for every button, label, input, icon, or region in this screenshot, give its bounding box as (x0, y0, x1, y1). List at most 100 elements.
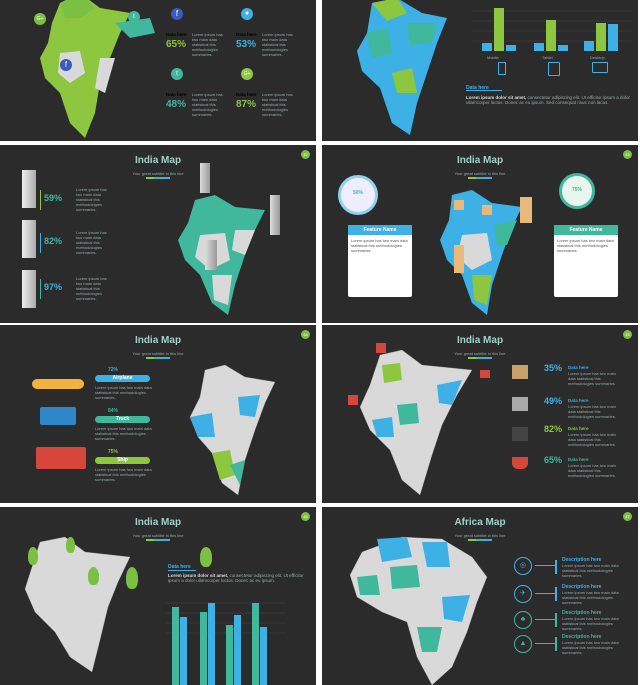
page-number: 45 (623, 330, 632, 339)
item-desc: Lorem ipsum has two main data statistica… (568, 432, 616, 447)
slide-subtitle: Your great subtitle in this line (454, 533, 506, 538)
factory-icon (480, 370, 490, 378)
tree-icon (126, 567, 138, 589)
slide-6[interactable]: India Map Your great subtitle in this li… (322, 325, 638, 503)
google-plus-icon: G+ (241, 68, 253, 80)
bar-chart (165, 602, 285, 685)
device-label: Mobile (487, 55, 499, 60)
stat-label: Data here (166, 32, 187, 37)
facebook-icon: f (60, 59, 72, 71)
factory-icon (376, 343, 386, 353)
box-icon (454, 245, 464, 273)
feature-name: Feature Name (348, 225, 412, 235)
india-map (189, 364, 276, 496)
description-text: Lorem ipsum has two main data statistica… (562, 590, 619, 605)
box-icon (482, 205, 492, 215)
slide-subtitle: Your great subtitle in this line (454, 171, 506, 176)
description-title: Description here (562, 610, 602, 616)
factory-icon (512, 397, 528, 411)
device-label: Tablet (542, 55, 553, 60)
slide-1[interactable]: f G+ t f Data here 65% Lorem ipsum has t… (0, 0, 316, 141)
tablet-icon (548, 62, 560, 76)
data-label: Data here (168, 564, 191, 570)
slide-subtitle: Your great subtitle in this line (454, 351, 506, 356)
people-icon: ♣ (514, 611, 532, 629)
slide-title: Africa Map (454, 517, 506, 528)
slide-title: India Map (456, 335, 504, 346)
india-map (40, 0, 155, 138)
building-icon (270, 195, 280, 235)
progress-value: 50% (352, 190, 363, 196)
slide-subtitle: Your great subtitle in this line (132, 171, 184, 176)
ship-icon (36, 447, 86, 469)
twitter-icon: t (171, 68, 183, 80)
stat-value: 53% (236, 39, 257, 50)
feature-card-right: Feature Name Lorem ipsum has two main da… (554, 225, 618, 297)
airplane-icon (32, 379, 84, 389)
item-label: Data here (568, 457, 589, 462)
description-text: Lorem ipsum has two main data statistica… (562, 616, 619, 631)
stat-label: Data here (236, 32, 257, 37)
item-label: Data here (568, 365, 589, 370)
page-number: 43 (623, 150, 632, 159)
progress-ring-right: 75% (559, 173, 595, 209)
building-icon (22, 170, 36, 208)
item-pct: 49% (544, 396, 563, 406)
location-pin-icon: ● (241, 8, 253, 20)
india-map (178, 195, 265, 315)
page-number: 46 (301, 512, 310, 521)
progress-value: 75% (571, 187, 582, 193)
item-pct: 82% (544, 424, 563, 434)
tree-icon (88, 567, 99, 585)
item-pct: 72% (108, 367, 119, 373)
body-text: Lorem ipsum dolor sit amet, consectetur … (466, 95, 630, 105)
slide-title: India Map (456, 155, 504, 166)
slide-5[interactable]: India Map Your great subtitle in this li… (0, 325, 316, 503)
item-desc: Lorem ipsum has two main data statistica… (95, 467, 152, 482)
stat-value: 87% (236, 99, 257, 110)
item-pct: 84% (108, 408, 119, 414)
stat-desc: Lorem ipsum has two main data statistica… (262, 32, 293, 57)
progress-ring-left: 50% (338, 175, 378, 215)
slide-subtitle: Your great subtitle in this line (132, 533, 184, 538)
item-pct: 65% (544, 455, 563, 465)
stat-label: Data here (166, 92, 187, 97)
twitter-icon: t (128, 11, 140, 23)
item-desc: Lorem ipsum has two main data statistica… (95, 426, 152, 441)
india-map (357, 0, 447, 135)
item-desc: Lorem ipsum has two main data statistica… (76, 187, 107, 212)
chart-icon: ▲ (514, 635, 532, 653)
building-icon (22, 270, 36, 308)
slide-title: India Map (134, 517, 182, 528)
slide-8[interactable]: Africa Map Your great subtitle in this l… (322, 507, 638, 685)
slide-7[interactable]: India Map Your great subtitle in this li… (0, 507, 316, 685)
item-label: Airplane (95, 375, 150, 382)
tree-icon (200, 547, 212, 567)
plane-icon: ✈ (514, 585, 532, 603)
item-desc: Lorem ipsum has two main data statistica… (568, 404, 616, 419)
globe-icon: ◎ (514, 557, 532, 575)
slide-3[interactable]: India Map Your great subtitle in this li… (0, 145, 316, 323)
tree-icon (66, 537, 75, 553)
slide-subtitle: Your great subtitle in this line (132, 351, 184, 356)
item-value: 97% (44, 282, 63, 292)
item-desc: Lorem ipsum has two main data statistica… (76, 276, 107, 301)
tree-icon (28, 547, 38, 565)
item-desc: Lorem ipsum has two main data statistica… (95, 385, 152, 400)
slide-2[interactable]: Mobile Tablet Desktop Data here Lorem ip… (322, 0, 638, 141)
box-icon (520, 197, 532, 223)
oil-pump-icon (512, 427, 528, 441)
item-pct: 35% (544, 363, 563, 373)
item-value: 59% (44, 193, 63, 203)
india-map (440, 190, 522, 315)
feature-card-left: Feature Name Lorem ipsum has two main da… (348, 225, 412, 297)
item-label: Truck (95, 416, 150, 423)
item-desc: Lorem ipsum has two main data statistica… (76, 230, 107, 255)
factory-icon (348, 395, 358, 405)
slide-4[interactable]: India Map Your great subtitle in this li… (322, 145, 638, 323)
feature-name: Feature Name (554, 225, 618, 235)
feature-desc: Lorem ipsum has two main data statistica… (351, 238, 408, 253)
building-icon (22, 220, 36, 258)
page-number: 47 (623, 512, 632, 521)
item-label: Data here (568, 398, 589, 403)
